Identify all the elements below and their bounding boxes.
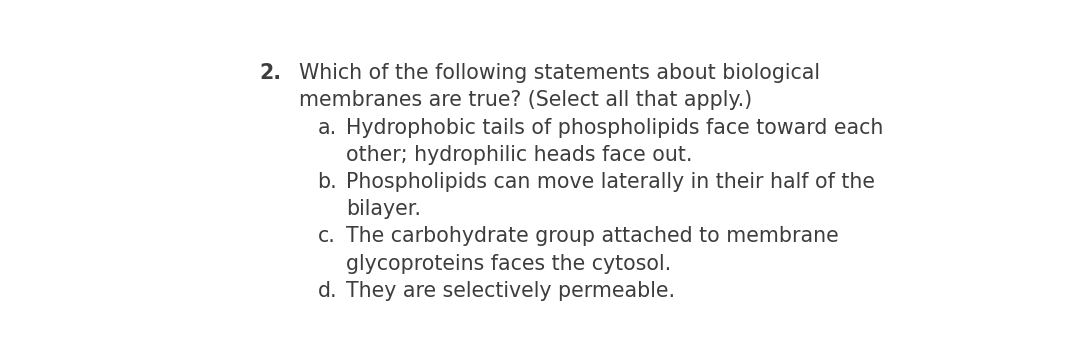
Text: Which of the following statements about biological: Which of the following statements about … (299, 63, 820, 83)
Text: Hydrophobic tails of phospholipids face toward each: Hydrophobic tails of phospholipids face … (346, 118, 883, 137)
Text: d.: d. (318, 281, 337, 301)
Text: c.: c. (318, 226, 336, 246)
Text: 2.: 2. (259, 63, 281, 83)
Text: other; hydrophilic heads face out.: other; hydrophilic heads face out. (346, 145, 692, 165)
Text: membranes are true? (Select all that apply.): membranes are true? (Select all that app… (299, 90, 753, 110)
Text: The carbohydrate group attached to membrane: The carbohydrate group attached to membr… (346, 226, 839, 246)
Text: glycoproteins faces the cytosol.: glycoproteins faces the cytosol. (346, 254, 671, 274)
Text: Phospholipids can move laterally in their half of the: Phospholipids can move laterally in thei… (346, 172, 875, 192)
Text: bilayer.: bilayer. (346, 199, 421, 219)
Text: b.: b. (318, 172, 337, 192)
Text: a.: a. (318, 118, 337, 137)
Text: They are selectively permeable.: They are selectively permeable. (346, 281, 675, 301)
